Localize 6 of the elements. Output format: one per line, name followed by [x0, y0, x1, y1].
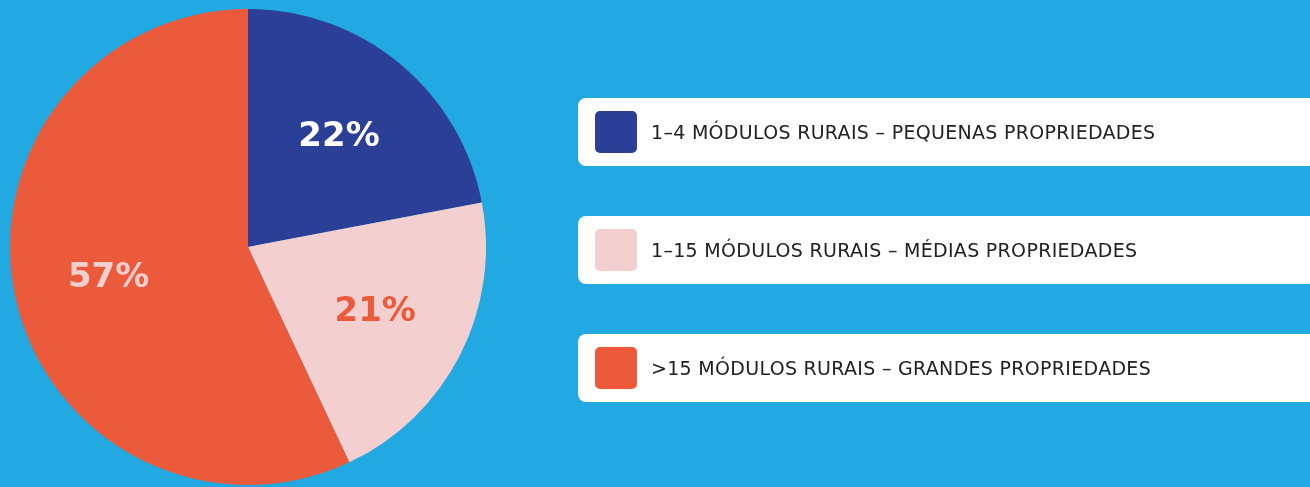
- data-label: 22%: [298, 113, 380, 154]
- legend-label: >15 MÓDULOS RURAIS – GRANDES PROPRIEDADES: [651, 357, 1152, 379]
- data-label: 57%: [67, 254, 150, 295]
- legend-label: 1–4 MÓDULOS RURAIS – PEQUENAS PROPRIEDADES: [651, 121, 1156, 143]
- legend-label: 1–15 MÓDULOS RURAIS – MÉDIAS PROPRIEDADES: [651, 239, 1138, 261]
- data-label: 21%: [334, 288, 416, 329]
